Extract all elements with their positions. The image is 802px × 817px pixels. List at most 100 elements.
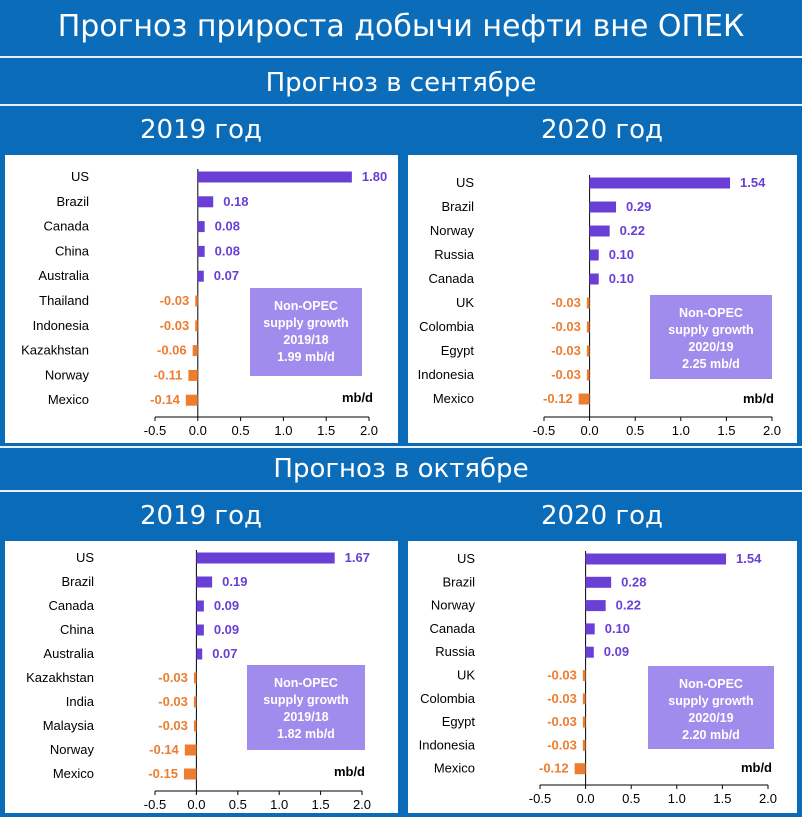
bar <box>585 576 612 588</box>
category-label: Egypt <box>442 714 476 729</box>
value-label: 0.19 <box>222 574 247 589</box>
note-text: supply growth <box>668 694 753 708</box>
x-tick-label: 1.5 <box>312 797 330 812</box>
x-tick-label: 1.5 <box>713 791 731 806</box>
value-label: 0.22 <box>620 223 645 238</box>
category-label: Brazil <box>442 574 475 589</box>
category-label: UK <box>456 295 474 310</box>
value-label: -0.03 <box>551 367 581 382</box>
value-label: 0.09 <box>214 622 239 637</box>
value-label: -0.12 <box>543 391 573 406</box>
x-tick-label: 2.0 <box>353 797 371 812</box>
bar <box>196 624 204 636</box>
category-label: US <box>456 175 474 190</box>
bar <box>197 171 352 183</box>
bar <box>585 623 595 635</box>
bar <box>193 696 197 708</box>
value-label: -0.03 <box>547 737 577 752</box>
note-text: 1.82 mb/d <box>277 727 335 741</box>
value-label: -0.03 <box>547 691 577 706</box>
note-text: Non-OPEC <box>274 299 338 313</box>
bar <box>589 249 599 261</box>
value-label: 0.18 <box>223 194 248 209</box>
value-label: -0.03 <box>158 670 188 685</box>
x-tick-label: 0.5 <box>232 423 250 438</box>
value-label: 0.08 <box>215 219 240 234</box>
value-label: -0.03 <box>160 318 190 333</box>
category-label: Norway <box>45 367 90 382</box>
value-label: 0.08 <box>215 243 240 258</box>
bar <box>586 345 590 357</box>
value-label: 0.07 <box>212 646 237 661</box>
x-tick-label: 0.5 <box>626 423 644 438</box>
x-tick-label: -0.5 <box>533 423 555 438</box>
bar <box>197 221 205 233</box>
value-label: 0.22 <box>616 598 641 613</box>
bar <box>192 345 198 357</box>
bar <box>197 196 214 208</box>
category-label: Malaysia <box>43 718 95 733</box>
chart-sep-2020: -0.5 0.0 0.5 1.0 1.5 2.0 US 1.54 Brazil 0.29 Norwa… <box>408 155 797 443</box>
note-text: 2020/19 <box>688 711 733 725</box>
chart-title-sep-2020: 2020 год <box>541 115 663 145</box>
x-tick-label: -0.5 <box>144 797 166 812</box>
value-label: -0.03 <box>551 295 581 310</box>
value-label: 0.09 <box>214 598 239 613</box>
category-label: Canada <box>43 219 89 234</box>
category-label: Norway <box>50 742 95 757</box>
value-label: -0.03 <box>158 718 188 733</box>
bar <box>196 600 204 612</box>
divider <box>0 446 802 448</box>
unit-label: mb/d <box>741 760 772 775</box>
value-label: 0.29 <box>626 199 651 214</box>
bar <box>589 177 731 189</box>
category-label: Brazil <box>56 194 89 209</box>
bar <box>578 393 590 405</box>
value-label: -0.03 <box>551 343 581 358</box>
note-text: 2019/18 <box>283 333 328 347</box>
category-label: Kazakhstan <box>21 343 89 358</box>
bar <box>188 369 198 381</box>
category-label: Canada <box>48 598 94 613</box>
value-label: 1.80 <box>362 169 387 184</box>
category-label: Norway <box>431 598 476 613</box>
category-label: Brazil <box>441 199 474 214</box>
value-label: -0.11 <box>153 367 182 382</box>
bar <box>196 576 213 588</box>
x-tick-label: -0.5 <box>529 791 551 806</box>
category-label: Mexico <box>53 766 94 781</box>
category-label: Russia <box>434 247 475 262</box>
note-text: 1.99 mb/d <box>277 350 335 364</box>
bar <box>195 320 198 332</box>
chart-title-oct-2020: 2020 год <box>541 501 663 531</box>
value-label: 0.10 <box>609 271 634 286</box>
note-box <box>648 666 774 749</box>
bar <box>193 672 197 684</box>
x-tick-label: 2.0 <box>763 423 781 438</box>
bar <box>196 552 335 564</box>
bar <box>185 394 198 406</box>
value-label: -0.03 <box>547 714 577 729</box>
x-tick-label: 1.0 <box>274 423 292 438</box>
bar <box>586 369 590 381</box>
category-label: Mexico <box>433 391 474 406</box>
section-title-october: Прогноз в октябре <box>0 448 802 490</box>
value-label: 0.10 <box>609 247 634 262</box>
bar <box>582 716 586 728</box>
value-label: -0.03 <box>158 694 188 709</box>
category-label: Indonesia <box>418 367 475 382</box>
bar <box>197 245 205 257</box>
note-text: 2.25 mb/d <box>682 357 740 371</box>
bar <box>589 225 610 237</box>
value-label: 1.54 <box>736 551 762 566</box>
bar <box>195 295 198 307</box>
x-tick-label: 0.0 <box>189 423 207 438</box>
value-label: -0.03 <box>547 668 577 683</box>
bar <box>184 744 197 756</box>
category-label: Colombia <box>419 319 475 334</box>
category-label: Brazil <box>61 574 94 589</box>
x-tick-label: 0.0 <box>577 791 595 806</box>
category-label: UK <box>457 668 475 683</box>
category-label: US <box>71 169 89 184</box>
x-tick-label: 1.5 <box>717 423 735 438</box>
